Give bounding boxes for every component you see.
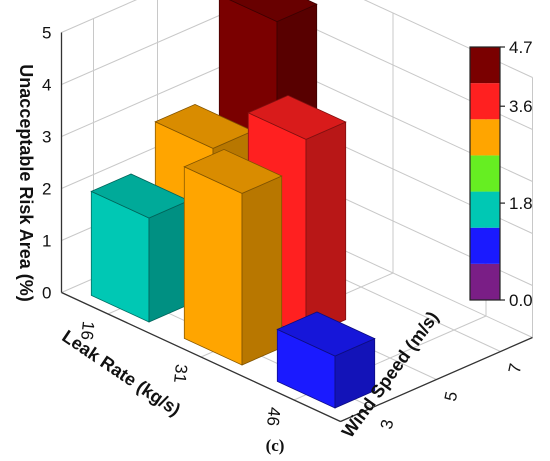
z-tick-label: 0	[42, 284, 51, 303]
colorbar-band	[470, 191, 500, 228]
colorbar-tick-label: 0.0	[509, 291, 533, 310]
leak-rate-tick-label: 46	[263, 406, 284, 427]
colorbar: 0.0 1.8 3.6 4.7	[469, 38, 533, 310]
z-tick-label: 1	[42, 232, 51, 251]
colorbar-band	[470, 155, 500, 192]
colorbar-band	[470, 227, 500, 264]
z-tick-label: 4	[42, 76, 51, 95]
bar-side-face	[148, 199, 190, 323]
wind-speed-tick-label: 5	[441, 390, 462, 403]
leak-rate-tick-label: 16	[77, 320, 98, 341]
y-axis-line	[340, 336, 533, 423]
bar-top-face	[183, 148, 283, 194]
colorbar-frame	[469, 46, 501, 301]
x-axis-line	[61, 291, 341, 423]
wind-speed-tick-label: 3	[377, 418, 398, 431]
tick-label-group: 0 1 2 3 4 5 16 31 46 3 5 7	[42, 24, 525, 431]
wind-speed-tick-label: 7	[505, 362, 526, 375]
colorbar-tick-label: 1.8	[509, 194, 533, 213]
z-tick-label: 5	[42, 24, 51, 43]
colorbar-band	[470, 47, 500, 84]
bar-group	[90, 0, 376, 409]
bar-top-face	[247, 94, 347, 140]
z-tick-label: 2	[42, 180, 51, 199]
figure-caption: (c)	[266, 436, 285, 455]
bar-side-face	[241, 175, 283, 366]
bar-top-face	[276, 311, 376, 357]
colorbar-band	[470, 119, 500, 156]
colorbar-band	[470, 83, 500, 120]
bar-46-3	[276, 311, 376, 409]
bar-top-face	[229, 0, 318, 23]
bar-front-face	[183, 166, 243, 366]
bar-16-3	[90, 173, 190, 323]
bar-31-3	[183, 148, 283, 366]
bar-side-face	[305, 121, 347, 338]
z-tick-label: 3	[42, 128, 51, 147]
colorbar-tick-label: 4.7	[509, 38, 533, 57]
leak-rate-tick-label: 31	[170, 363, 191, 384]
z-axis-title: Unacceptable Risk Area (%)	[16, 64, 36, 301]
colorbar-tick-label: 3.6	[509, 97, 533, 116]
colorbar-band	[470, 263, 500, 300]
